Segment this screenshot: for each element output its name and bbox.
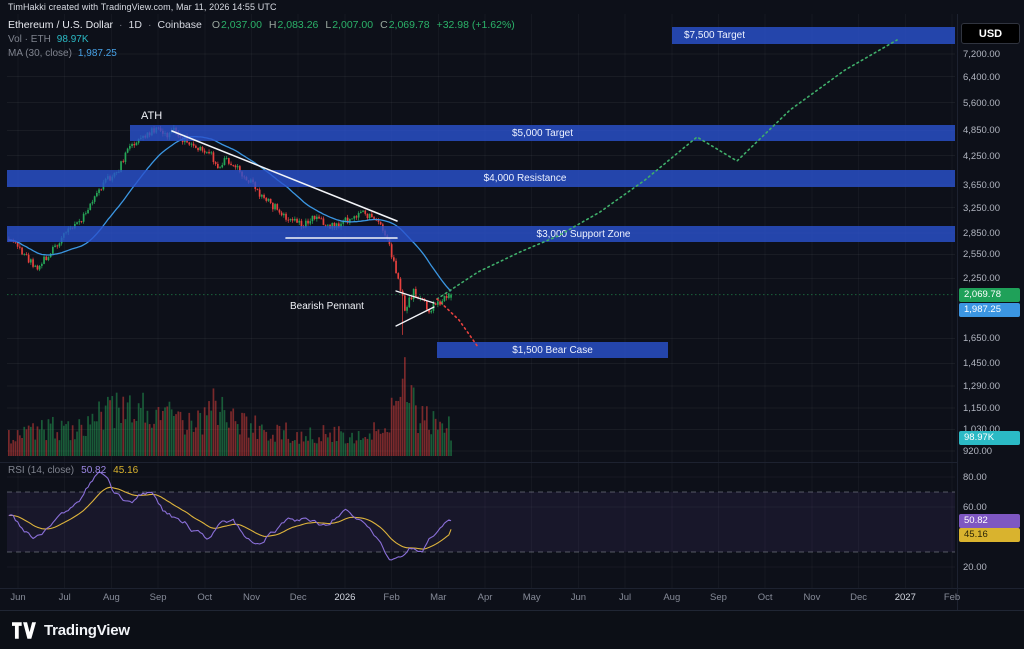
tradingview-wordmark[interactable]: TradingView [44, 621, 130, 639]
price-band-5000-target[interactable]: $5,000 Target [130, 125, 955, 141]
ohlc-values: O2,037.00 H2,083.26 L2,007.00 C2,069.78 … [212, 19, 515, 32]
time-axis-label: 2027 [894, 592, 916, 603]
ath-annotation[interactable]: ATH [141, 110, 163, 122]
attribution-text: TimHakki created with TradingView.com, M… [8, 2, 277, 12]
price-band-7500-target[interactable]: $7,500 Target [672, 27, 955, 44]
price-axis-label: 4,250.00 [963, 150, 1000, 162]
time-axis-label: Dec [289, 592, 307, 603]
ma-label: MA (30, close) [8, 48, 72, 59]
time-axis-label: Feb [943, 592, 961, 603]
interval-label[interactable]: 1D [128, 19, 142, 31]
time-axis-label: Aug [102, 592, 120, 603]
rsi-label: RSI (14, close) [8, 465, 75, 476]
volume-value: 98.97K [56, 34, 89, 45]
rsi-ma-value: 45.16 [113, 465, 139, 476]
price-axis-label: 1,150.00 [963, 403, 1000, 415]
rsi-tag: 50.82 [959, 514, 1020, 528]
time-axis-label: Mar [430, 592, 447, 603]
volume-legend-row[interactable]: Vol · ETH 98.97K [8, 33, 515, 46]
band-label: $5,000 Target [512, 127, 573, 139]
rsi-axis-label: 80.00 [963, 472, 987, 483]
ma-legend-row[interactable]: MA (30, close) 1,987.25 [8, 47, 515, 60]
rsi-value: 50.82 [81, 465, 107, 476]
separator-dot: · [119, 19, 123, 31]
time-axis-label: Jun [570, 592, 587, 603]
tradingview-logo-icon[interactable] [12, 621, 36, 639]
time-axis-label: 2026 [334, 592, 356, 603]
price-axis-label: 2,250.00 [963, 273, 1000, 285]
time-axis-label: Dec [850, 592, 868, 603]
price-band-4000-resistance[interactable]: $4,000 Resistance [7, 170, 955, 187]
price-axis-label: 920.00 [963, 446, 993, 458]
open-value: 2,037.00 [221, 19, 262, 31]
time-axis-label: Feb [383, 592, 400, 603]
time-axis-label: Jun [10, 592, 26, 603]
time-axis-label: Aug [663, 592, 681, 603]
band-label: $1,500 Bear Case [512, 344, 593, 356]
volume-label: Vol · ETH [8, 34, 51, 45]
price-axis-label: 2,850.00 [963, 227, 1000, 239]
price-axis-label: 6,400.00 [963, 71, 1000, 83]
low-value: 2,007.00 [332, 19, 374, 31]
time-axis-label: Jul [619, 592, 632, 603]
volume-tag: 98.97K [959, 431, 1020, 445]
change-value: +32.98 (+1.62%) [436, 19, 515, 31]
bearish-pennant-annotation[interactable]: Bearish Pennant [290, 301, 364, 312]
time-axis[interactable]: Jun Jul Aug Sep Oct Nov Dec 2026 Feb Mar Apr May Jun… [0, 589, 961, 609]
band-label: $7,500 Target [684, 30, 745, 41]
price-axis-label: 5,600.00 [963, 97, 1000, 109]
price-axis-border [957, 14, 958, 610]
time-axis-label: Sep [710, 592, 727, 603]
open-label: O [211, 19, 221, 31]
time-axis-label: Apr [477, 592, 493, 603]
close-label: C [380, 19, 388, 31]
time-axis-separator [0, 588, 1024, 589]
price-axis-label: 1,030.00 [963, 424, 1000, 436]
time-axis-label: Oct [197, 592, 213, 603]
low-label: L [325, 19, 332, 31]
time-axis-label: Nov [243, 592, 260, 603]
price-axis-label: 2,550.00 [963, 249, 1000, 261]
price-band-3000-support[interactable]: $3,000 Support Zone [7, 226, 955, 242]
close-value: 2,069.78 [388, 19, 430, 31]
symbol-title[interactable]: Ethereum / U.S. Dollar [8, 19, 114, 31]
ma-value: 1,987.25 [77, 48, 117, 59]
price-axis-label: 7,200.00 [963, 49, 1000, 60]
high-label: H [268, 19, 277, 31]
band-label: $4,000 Resistance [483, 173, 567, 184]
high-value: 2,083.26 [277, 19, 319, 31]
rsi-axis-label: 20.00 [963, 562, 987, 573]
currency-toggle-usd[interactable]: USD [961, 23, 1020, 44]
separator-dot: · [147, 19, 152, 31]
price-axis-label: 3,650.00 [963, 180, 1000, 192]
ma-price-tag: 1,987.25 [959, 303, 1020, 317]
price-axis-label: 4,850.00 [963, 125, 1000, 137]
time-axis-label: Sep [149, 592, 167, 603]
rsi-ma-tag: 45.16 [959, 528, 1020, 542]
exchange-label: Coinbase [157, 19, 202, 31]
time-axis-label: Nov [803, 592, 821, 603]
price-band-1500-bear-case[interactable]: $1,500 Bear Case [437, 342, 668, 358]
rsi-axis-label: 60.00 [963, 502, 987, 513]
price-axis-label: 1,290.00 [963, 380, 1000, 392]
price-axis-label: 1,450.00 [963, 358, 1000, 370]
footer-bar: TradingView [0, 610, 1024, 649]
time-axis-label: May [522, 592, 541, 603]
price-axis-label: 1,650.00 [963, 333, 1000, 345]
rsi-pane-separator[interactable] [0, 462, 958, 463]
rsi-legend-row[interactable]: RSI (14, close) 50.82 45.16 [8, 465, 138, 476]
band-label: $3,000 Support Zone [536, 228, 631, 240]
price-axis-label: 3,250.00 [963, 202, 1000, 214]
price-axis[interactable]: 7,200.00 6,400.00 5,600.00 4,850.00 4,250.00… [958, 0, 1024, 610]
symbol-legend-row[interactable]: Ethereum / U.S. Dollar · 1D · Coinbase O… [8, 19, 515, 32]
time-axis-label: Jul [58, 592, 71, 603]
time-axis-label: Oct [757, 592, 773, 603]
chart-legend[interactable]: Ethereum / U.S. Dollar · 1D · Coinbase O… [8, 19, 515, 60]
last-price-tag: 2,069.78 [959, 288, 1020, 302]
